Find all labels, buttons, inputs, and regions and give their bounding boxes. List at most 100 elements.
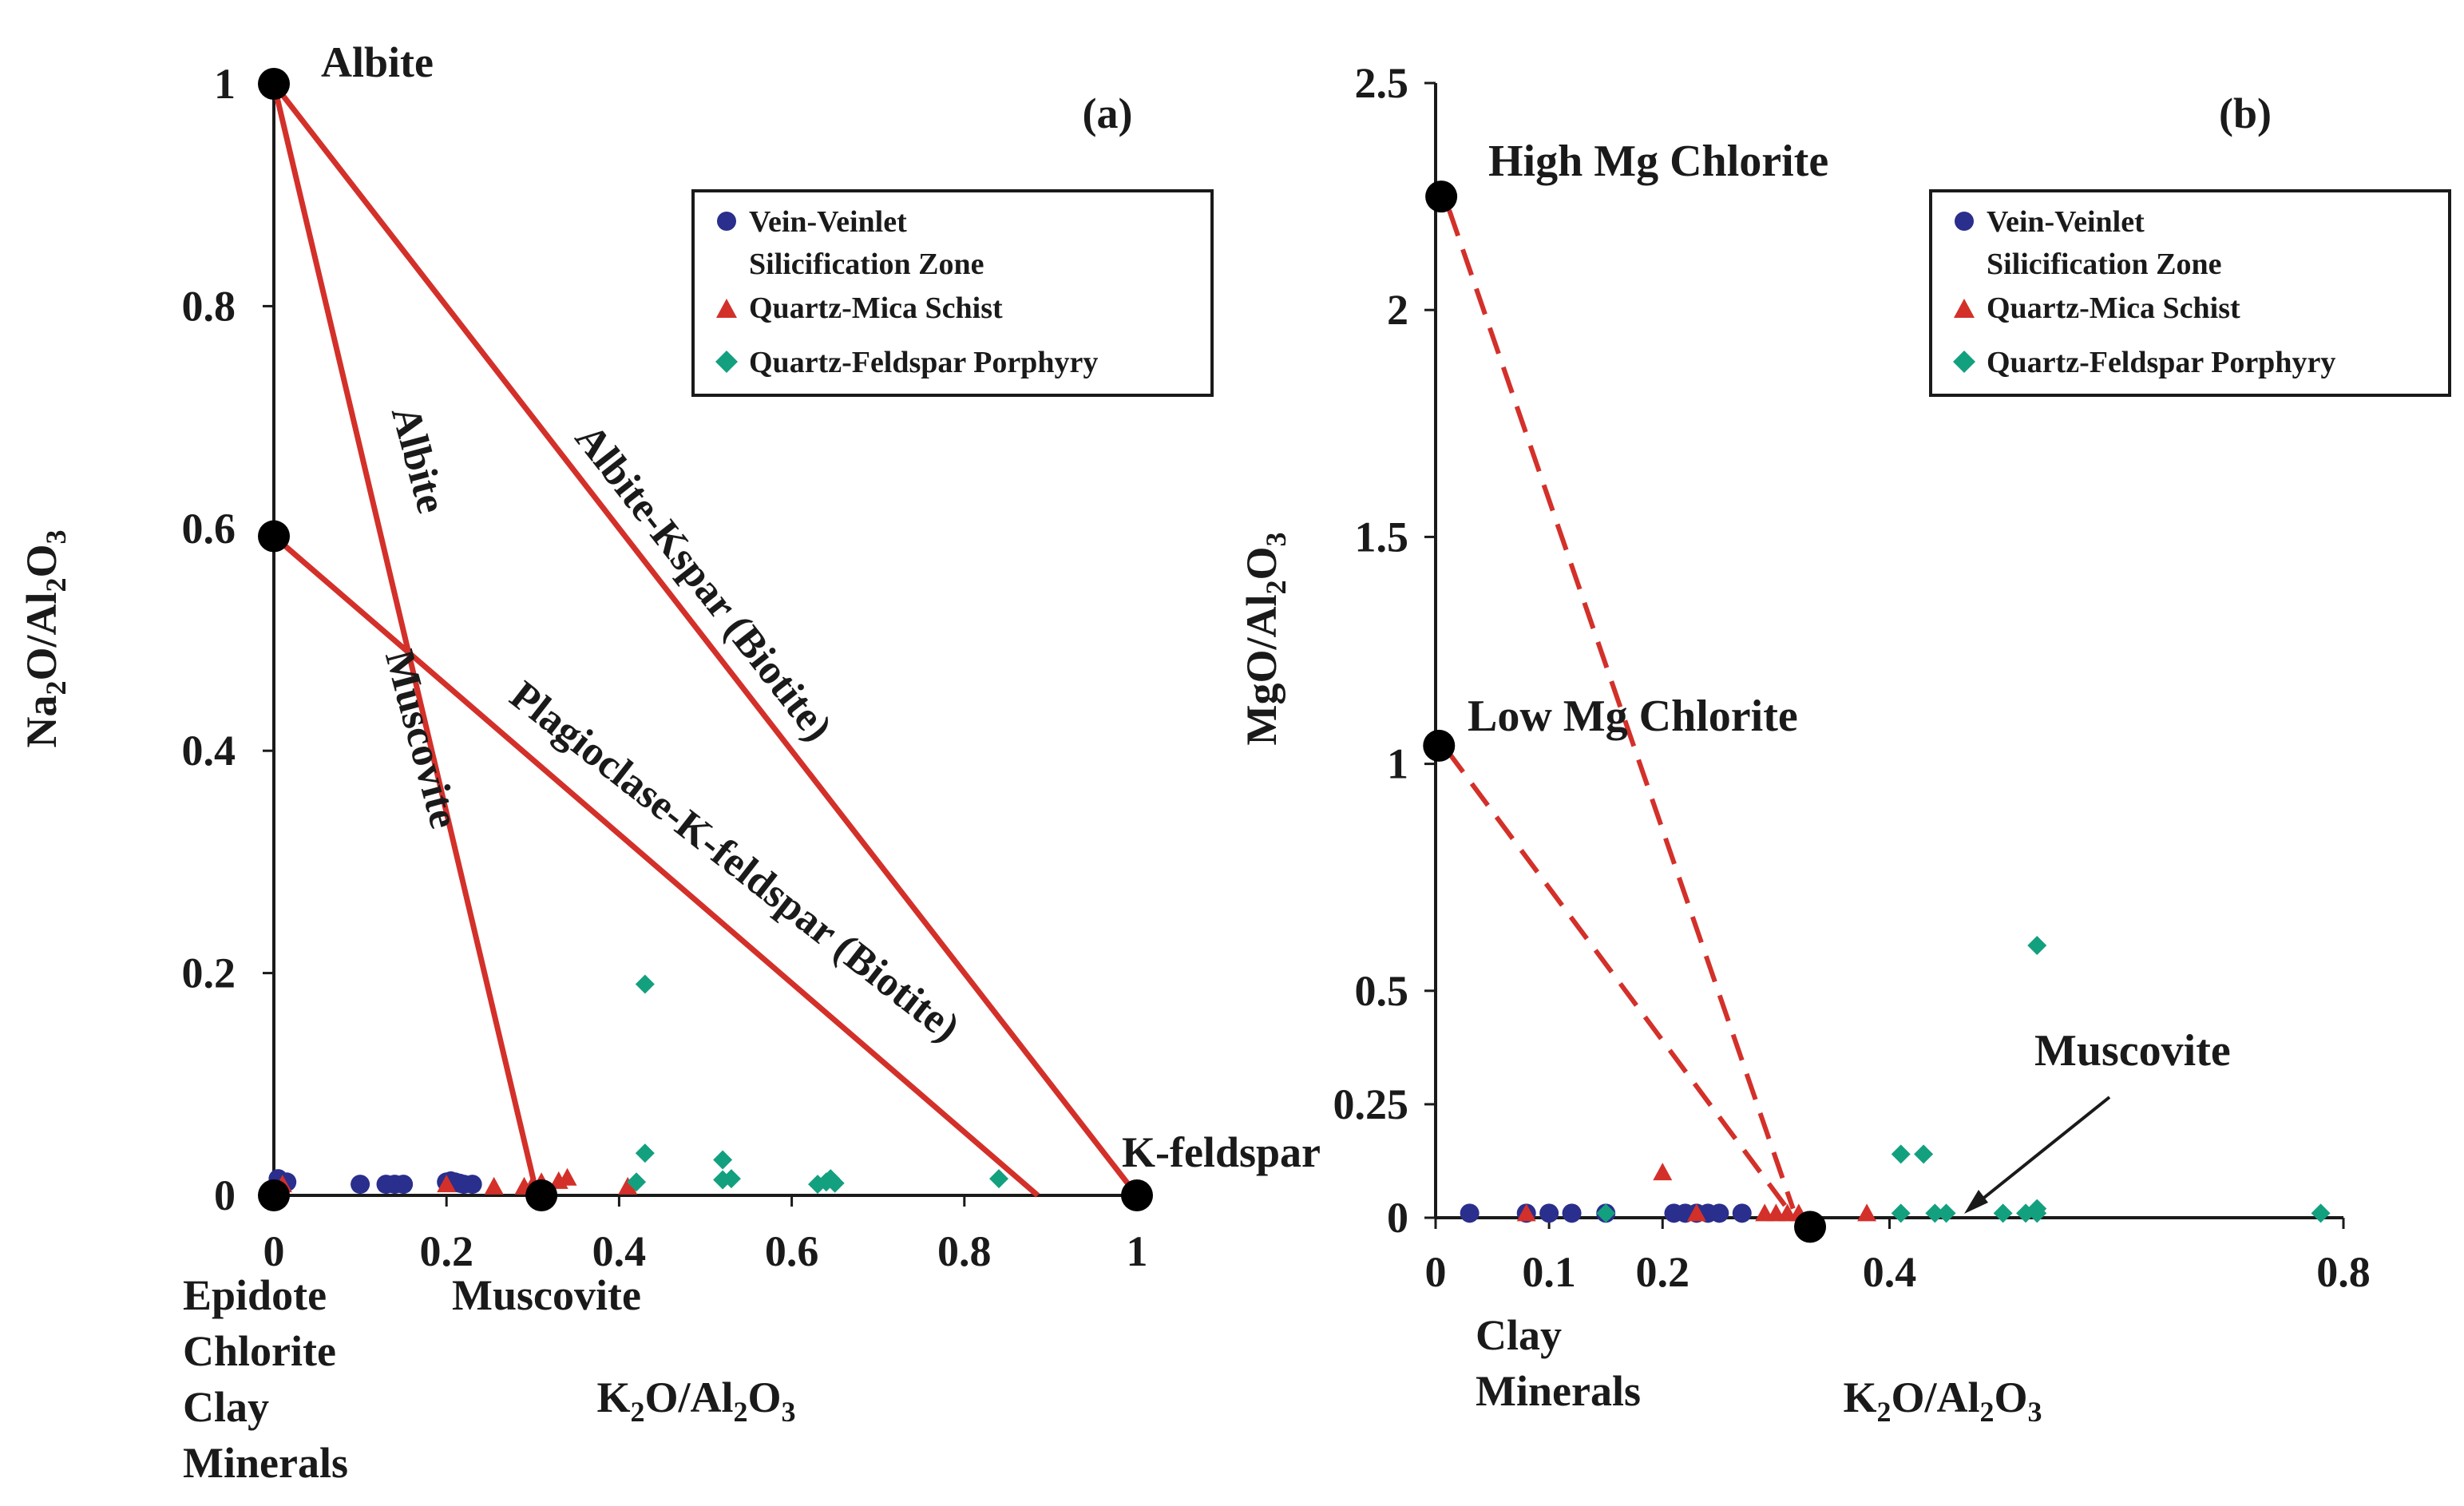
legend-a-vein-marker	[717, 212, 736, 231]
legend-a-vein-label: Vein-Veinlet	[749, 205, 907, 239]
minerals-b-label-line: Minerals	[1476, 1367, 1641, 1415]
panel-b-label: (b)	[2219, 89, 2272, 137]
plagioclase-kfeldspar-line-label: Plagioclase-K-feldspar (Biotite)	[501, 672, 968, 1051]
chlorite-label-line: Chlorite	[183, 1327, 336, 1375]
x-tick-label: 0.8	[2316, 1248, 2371, 1296]
panel-b-data-points	[1460, 935, 2331, 1223]
point-porphyry	[713, 1150, 733, 1170]
clay-label-line: Clay	[183, 1383, 269, 1431]
point-porphyry	[1936, 1203, 1956, 1223]
point-vein	[1460, 1203, 1480, 1223]
point-porphyry	[1596, 1203, 1616, 1223]
point-schist	[618, 1176, 638, 1195]
endmember-low-mg-chlorite	[1423, 729, 1456, 762]
panel-a: 0 0.2 0.4 0.6 0.8 1 0 0.2 0.4 0.6 0.8 1 (a) Albite…	[18, 38, 1321, 1487]
point-porphyry	[627, 1172, 647, 1192]
panel-a-x-axis-title: K2O/Al2O3	[596, 1373, 795, 1428]
panel-a-y-axis-title: Na2O/Al2O3	[18, 529, 72, 747]
legend-b-schist-marker	[1954, 299, 1975, 318]
low-mg-chlorite-label: Low Mg Chlorite	[1468, 692, 1798, 741]
tie-line-albite-muscovite	[271, 83, 541, 1196]
ylabel-a-sub3: 3	[40, 529, 72, 544]
panel-b-legend: Vein-Veinlet Silicification Zone Quartz-…	[1929, 189, 2451, 397]
point-porphyry	[2027, 1199, 2047, 1219]
panel-a-legend: Vein-Veinlet Silicification Zone Quartz-…	[691, 189, 1214, 397]
endmember-k-feldspar	[1121, 1179, 1153, 1211]
panel-b-x-axis-title: K2O/Al2O3	[1843, 1373, 2042, 1428]
tie-line-albite-kspar	[271, 81, 1139, 1198]
legend-a-porphyry-marker	[715, 351, 738, 373]
ylabel-b-part2: O	[1238, 547, 1285, 581]
legend-b-porphyry-label: Quartz-Feldspar Porphyry	[1987, 346, 2335, 379]
point-porphyry	[2311, 1203, 2331, 1223]
y-tick-label: 1	[214, 60, 236, 108]
ylabel-b-sub1: 2	[1260, 581, 1292, 595]
muscovite-line-label: Muscovite	[376, 645, 467, 833]
xlabel-a-sub3: 3	[782, 1396, 796, 1428]
albite-label: Albite	[321, 38, 434, 86]
endmember-plagioclase	[258, 520, 290, 553]
point-porphyry	[635, 974, 655, 994]
point-schist	[1653, 1163, 1673, 1181]
ylabel-b-sub2: 3	[1260, 533, 1292, 547]
xlabel-b-sub2: 2	[1980, 1396, 1995, 1428]
xlabel-a-sub1: 2	[630, 1396, 644, 1428]
xlabel-b-part1: K	[1843, 1373, 1876, 1421]
tie-line-plagioclase-kfeldspar	[271, 533, 1040, 1198]
muscovite-arrowhead	[1964, 1190, 1988, 1214]
point-schist	[1857, 1203, 1877, 1222]
tie-line-low-mg-chlorite-muscovite	[1444, 748, 1789, 1211]
y-tick-label: 0.5	[1355, 967, 1409, 1015]
panel-b-tie-lines	[1444, 209, 1796, 1211]
point-schist	[1686, 1203, 1706, 1222]
panel-a-label: (a)	[1083, 89, 1133, 137]
x-tick-label: 0.2	[419, 1227, 473, 1275]
panel-b-y-ticks: 0 0.25 0.5 1 1.5 2 2.5	[1333, 59, 1436, 1242]
x-tick-label: 0.6	[765, 1227, 819, 1275]
panel-a-legend-box	[691, 189, 1214, 397]
y-tick-label: 0	[1387, 1194, 1408, 1242]
point-porphyry	[721, 1169, 741, 1189]
ylabel-a-part2: O/Al	[18, 592, 65, 681]
point-vein	[1709, 1203, 1729, 1223]
point-vein	[1732, 1203, 1752, 1223]
epidote-label-line: Epidote	[183, 1271, 327, 1319]
xlabel-b-part3: O	[1995, 1373, 2028, 1421]
x-tick-label: 0.4	[1863, 1248, 1917, 1296]
panel-b-legend-box	[1929, 189, 2451, 397]
xlabel-b-sub1: 2	[1876, 1396, 1891, 1428]
ylabel-a-sub2: 2	[40, 578, 72, 592]
y-tick-label: 0.25	[1333, 1080, 1409, 1128]
x-tick-label: 0.1	[1522, 1248, 1576, 1296]
panel-a-y-ticks: 0 0.2 0.4 0.6 0.8 1	[182, 60, 274, 1219]
point-porphyry	[1993, 1203, 2013, 1223]
point-porphyry	[1891, 1203, 1911, 1223]
albite-kspar-line-label: Albite-Kspar (Biotite)	[566, 416, 841, 750]
x-tick-label: 0.8	[937, 1227, 992, 1275]
point-porphyry	[1914, 1144, 1934, 1164]
minerals-label-line: Minerals	[183, 1439, 348, 1487]
point-schist	[484, 1176, 504, 1195]
y-tick-label: 1	[1387, 740, 1408, 788]
legend-b-vein-marker	[1955, 212, 1974, 231]
k-feldspar-label: K-feldspar	[1122, 1128, 1321, 1176]
panel-b-endmembers	[1423, 180, 1827, 1243]
point-vein	[351, 1175, 370, 1195]
epidote-chlorite-clay-label: Epidote Chlorite Clay Minerals	[183, 1271, 348, 1487]
point-vein	[394, 1175, 414, 1195]
legend-b-vein-label-2: Silicification Zone	[1987, 248, 2222, 281]
panel-b-y-axis-title: MgO/Al2O3	[1238, 533, 1292, 746]
y-tick-label: 0.2	[182, 949, 236, 997]
endmember-albite	[258, 68, 290, 100]
x-tick-label: 1	[1127, 1227, 1148, 1275]
muscovite-b-label: Muscovite	[2034, 1026, 2231, 1076]
xlabel-a-part1: K	[596, 1373, 630, 1421]
point-vein	[1562, 1203, 1582, 1223]
muscovite-label: Muscovite	[452, 1271, 641, 1319]
panel-a-tie-lines	[271, 81, 1139, 1198]
endmember-high-mg-chlorite	[1425, 180, 1458, 213]
clay-minerals-label: Clay Minerals	[1476, 1311, 1641, 1415]
y-tick-label: 0.6	[182, 505, 236, 553]
xlabel-a-sub2: 2	[734, 1396, 748, 1428]
y-tick-label: 0.8	[182, 282, 236, 330]
